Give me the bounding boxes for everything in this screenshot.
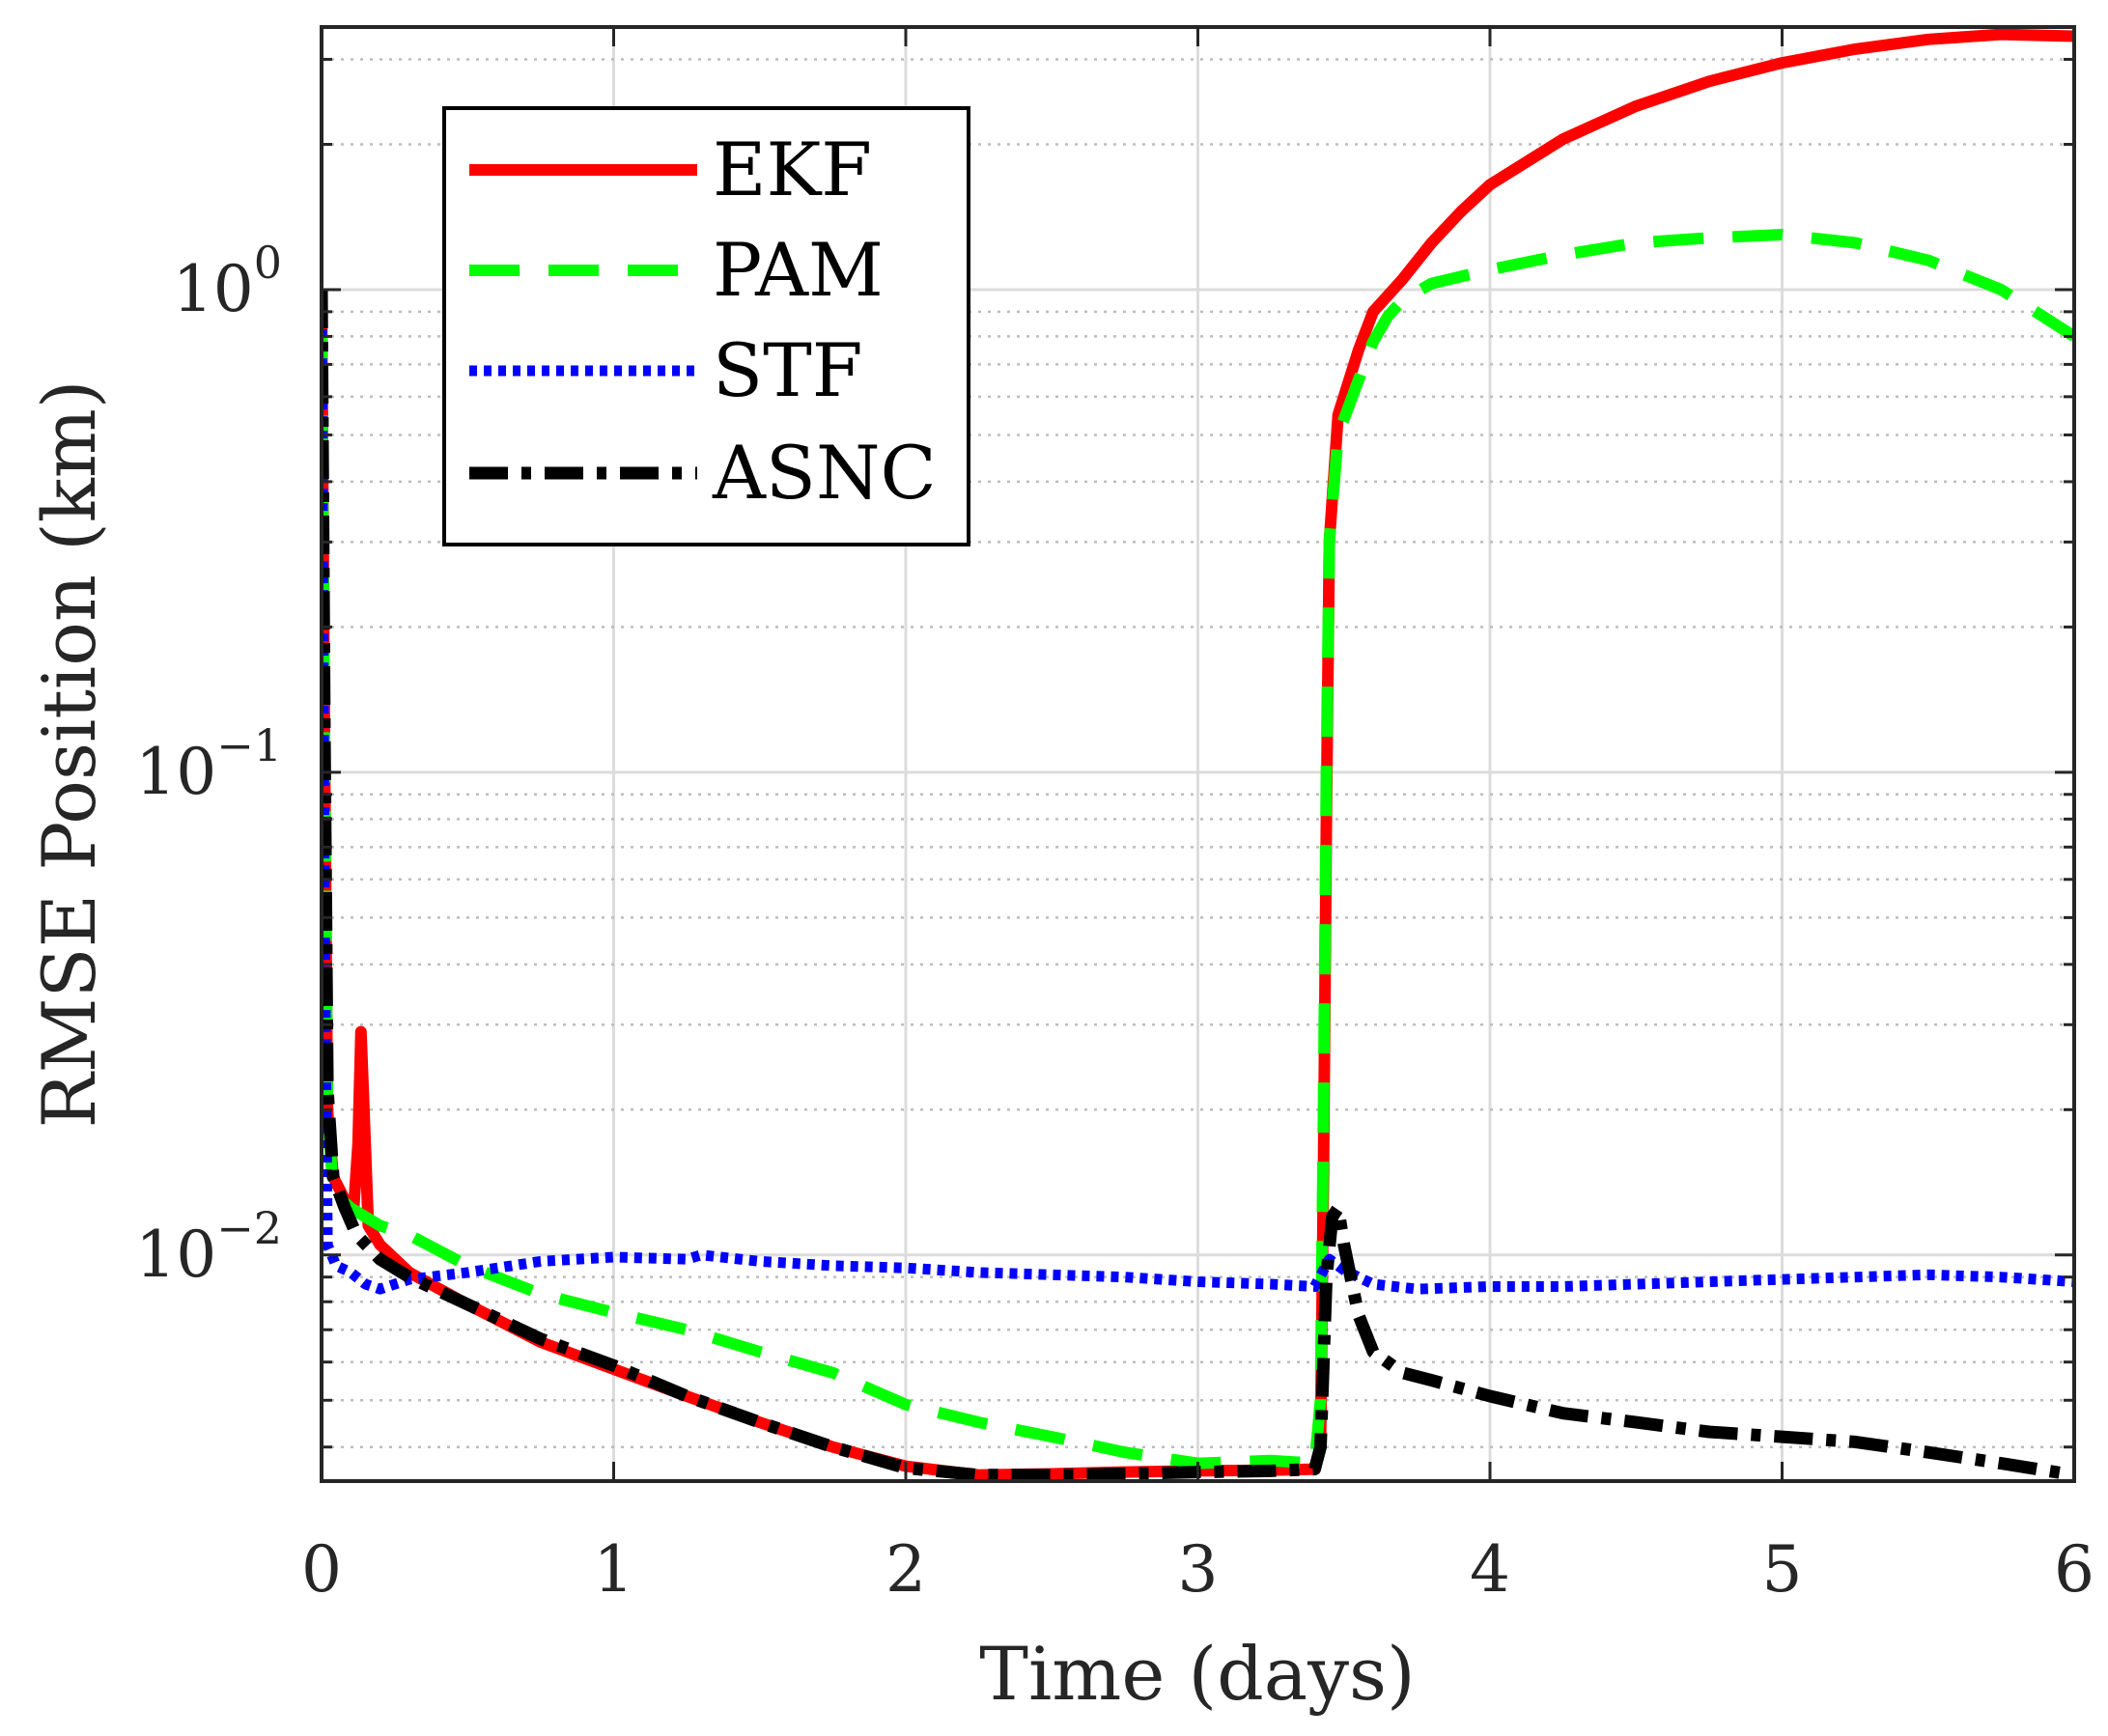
x-axis-label: Time (days) xyxy=(979,1631,1415,1717)
legend-label-ekf: EKF xyxy=(713,126,872,212)
x-tick-label: 2 xyxy=(885,1532,926,1607)
x-tick-label: 4 xyxy=(1470,1532,1510,1607)
axis-ticks xyxy=(320,27,2076,1481)
y-tick-base: 10 xyxy=(173,252,254,326)
legend-label-stf: STF xyxy=(713,327,863,413)
legend-label-asnc: ASNC xyxy=(712,430,937,516)
x-tick-label: 5 xyxy=(1762,1532,1803,1607)
y-tick-exponent: −2 xyxy=(216,1202,282,1254)
y-tick-label: 10−2 xyxy=(135,1202,282,1292)
y-tick-exponent: −1 xyxy=(216,719,282,771)
y-axis-label: RMSE Position (km) xyxy=(26,380,112,1129)
legend: EKF PAM STF ASNC xyxy=(442,106,970,546)
legend-label-pam: PAM xyxy=(713,227,884,313)
y-tick-label: 10−1 xyxy=(135,719,282,809)
x-tick-label: 3 xyxy=(1178,1532,1219,1607)
x-tick-label: 6 xyxy=(2054,1532,2094,1607)
x-tick-label: 1 xyxy=(594,1532,634,1607)
y-tick-base: 10 xyxy=(135,1218,216,1292)
series-line-asnc xyxy=(322,289,2074,1481)
series-line-ekf xyxy=(322,28,2074,1481)
series-line-pam xyxy=(322,229,2074,1470)
y-tick-base: 10 xyxy=(135,735,216,809)
legend-box xyxy=(442,106,970,546)
series-lines xyxy=(322,28,2074,1481)
y-tick-exponent: 0 xyxy=(254,237,282,289)
x-tick-label: 0 xyxy=(301,1532,342,1607)
y-tick-label: 100 xyxy=(173,237,282,326)
